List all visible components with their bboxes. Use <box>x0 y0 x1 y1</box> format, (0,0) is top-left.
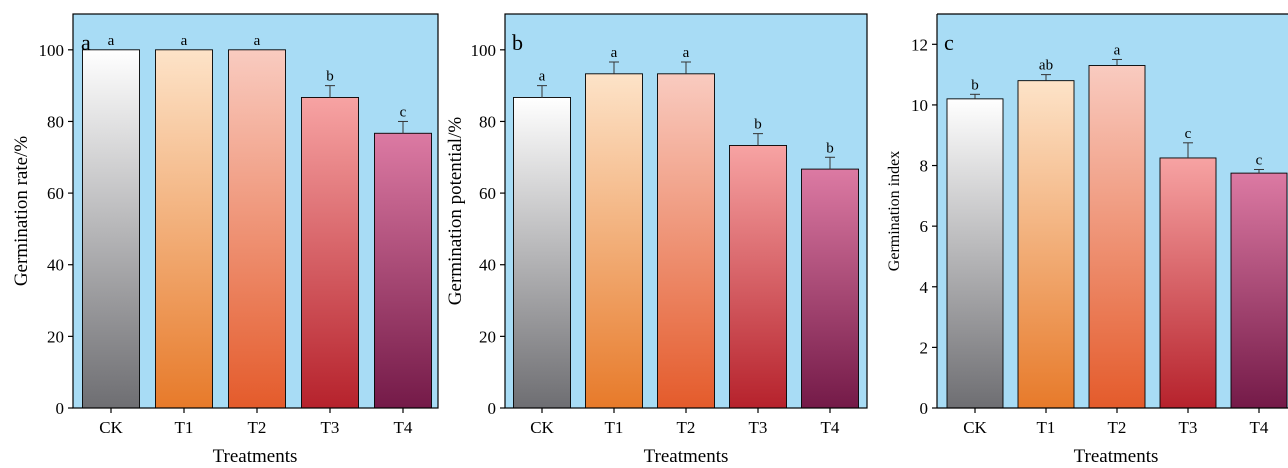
y-tick-label-2: 4 <box>920 278 929 297</box>
x-tick-label-t4: T4 <box>821 418 840 437</box>
x-tick-label-ck: CK <box>963 418 987 437</box>
y-tick-label-3: 60 <box>47 184 64 203</box>
bar-t2 <box>228 49 286 409</box>
bar-t1 <box>585 73 643 409</box>
bar-ck <box>946 98 1004 409</box>
panel-label-a: a <box>81 30 91 55</box>
significance-label-t1: a <box>611 45 618 61</box>
x-axis-label-a: Treatments <box>213 446 298 467</box>
x-tick-label-ck: CK <box>530 418 554 437</box>
bar-t4 <box>801 168 859 409</box>
y-axis-label-c: Germination index <box>886 151 903 271</box>
x-tick-label-ck: CK <box>99 418 123 437</box>
x-tick-label-t3: T3 <box>1179 418 1198 437</box>
y-tick-label-1: 20 <box>47 327 64 346</box>
y-tick-label-1: 2 <box>920 338 929 357</box>
y-tick-label-4: 8 <box>920 157 929 176</box>
y-tick-label-1: 20 <box>479 327 496 346</box>
x-tick-label-t1: T1 <box>1037 418 1056 437</box>
x-tick-label-t1: T1 <box>175 418 194 437</box>
bar-t2 <box>657 73 715 409</box>
y-tick-label-0: 0 <box>56 399 65 418</box>
y-tick-label-3: 60 <box>479 184 496 203</box>
y-tick-label-5: 100 <box>39 41 65 60</box>
x-tick-label-t4: T4 <box>394 418 413 437</box>
y-tick-label-4: 80 <box>479 112 496 131</box>
significance-label-t4: b <box>826 140 834 156</box>
panel-label-c: c <box>944 30 954 55</box>
y-axis-label-a: Germination rate/% <box>11 136 32 287</box>
significance-label-ck: a <box>539 69 546 85</box>
x-tick-label-t1: T1 <box>605 418 624 437</box>
bar-t4 <box>374 132 432 409</box>
plot-frame-b <box>504 13 868 409</box>
x-tick-label-t4: T4 <box>1250 418 1269 437</box>
y-tick-label-4: 80 <box>47 112 64 131</box>
x-tick-label-t2: T2 <box>1108 418 1127 437</box>
bar-t4 <box>1230 172 1288 409</box>
y-tick-label-2: 40 <box>47 256 64 275</box>
y-tick-label-3: 6 <box>920 217 929 236</box>
bar-t2 <box>1088 65 1146 409</box>
bar-t1 <box>155 49 213 409</box>
significance-label-t1: a <box>181 33 188 49</box>
significance-label-t4: c <box>400 104 407 120</box>
significance-label-t1: ab <box>1039 58 1053 74</box>
bar-ck <box>513 97 571 409</box>
chart-panel-c: c Germination index Treatments b ab a c c 0 2… <box>886 13 1288 467</box>
bar-t3 <box>1159 157 1217 409</box>
panel-label-b: b <box>512 30 523 55</box>
significance-label-ck: b <box>971 77 979 93</box>
significance-label-t3: c <box>1185 126 1192 142</box>
plot-frame-a <box>72 13 439 409</box>
significance-label-t3: b <box>754 117 762 133</box>
x-tick-label-t2: T2 <box>677 418 696 437</box>
y-tick-label-0: 0 <box>488 399 497 418</box>
x-axis-label-c: Treatments <box>1074 446 1159 467</box>
x-tick-label-t2: T2 <box>248 418 267 437</box>
chart-panel-b: b Germination potential/% Treatments a a a… <box>445 13 868 467</box>
significance-label-t2: a <box>683 45 690 61</box>
chart-panel-a: a Germination rate/% Treatments a a a b c 0 2… <box>11 13 439 467</box>
significance-label-t4: c <box>1256 152 1263 168</box>
bar-t3 <box>729 145 787 409</box>
y-tick-label-2: 40 <box>479 256 496 275</box>
y-tick-label-5: 10 <box>911 96 928 115</box>
bar-ck <box>82 49 140 409</box>
x-tick-label-t3: T3 <box>321 418 340 437</box>
y-tick-label-5: 100 <box>471 41 497 60</box>
x-axis-label-b: Treatments <box>644 446 729 467</box>
bar-t3 <box>301 97 359 409</box>
y-tick-label-6: 12 <box>911 35 928 54</box>
significance-label-t2: a <box>254 33 261 49</box>
significance-label-t3: b <box>326 69 334 85</box>
y-axis-label-b: Germination potential/% <box>445 117 466 306</box>
x-tick-label-t3: T3 <box>749 418 768 437</box>
y-tick-label-0: 0 <box>920 399 929 418</box>
bar-t1 <box>1017 80 1075 409</box>
significance-label-t2: a <box>1114 42 1121 58</box>
significance-label-ck: a <box>108 33 115 49</box>
